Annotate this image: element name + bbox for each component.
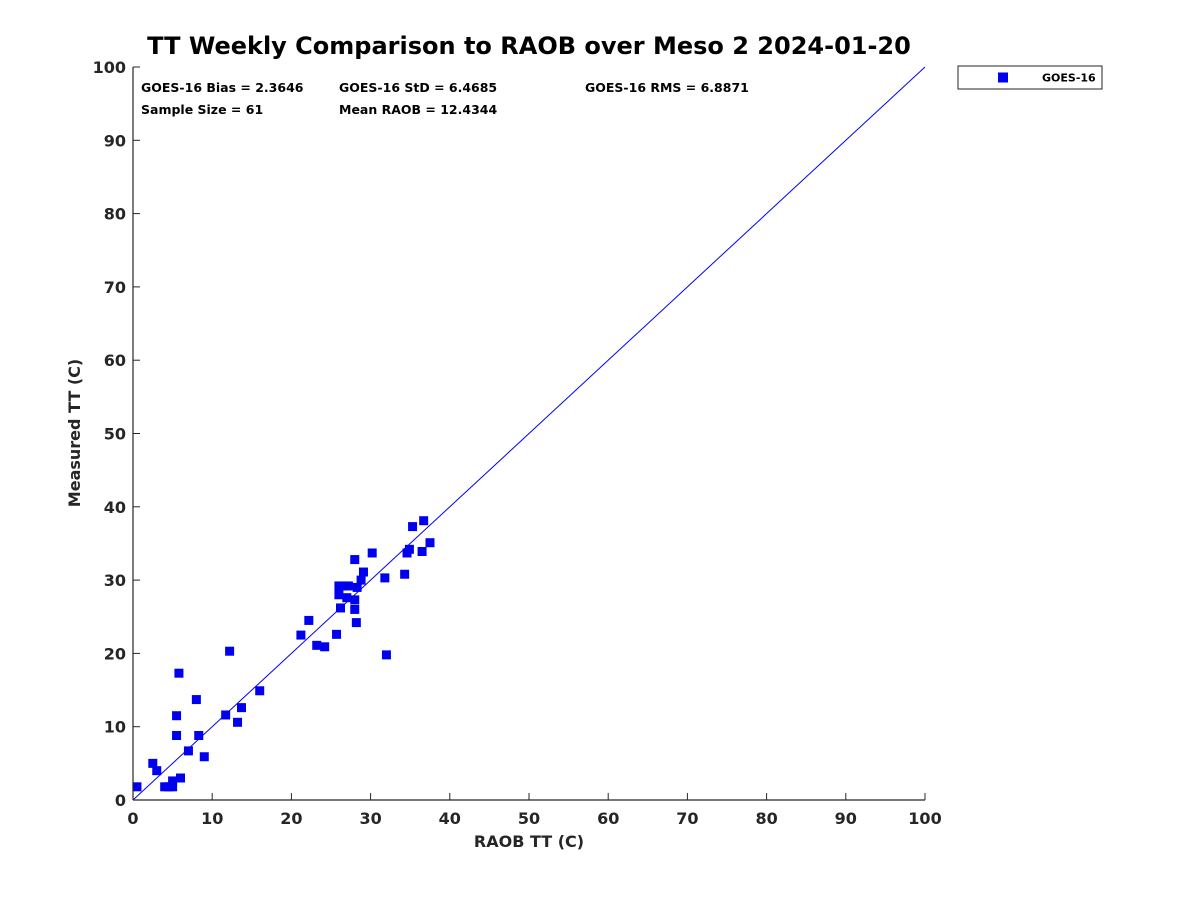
stat-rms: GOES-16 RMS = 6.8871	[585, 80, 749, 95]
x-tick-label: 40	[439, 809, 461, 828]
y-tick-label: 0	[115, 791, 126, 810]
data-points	[132, 516, 435, 792]
data-point	[381, 650, 391, 660]
data-point	[350, 555, 360, 565]
x-tick-label: 50	[518, 809, 540, 828]
data-point	[404, 544, 414, 554]
data-point	[351, 618, 361, 628]
data-point	[191, 695, 201, 705]
y-tick-label: 40	[104, 498, 126, 517]
data-point	[312, 640, 322, 650]
y-tick-label: 10	[104, 718, 126, 737]
legend-box	[957, 65, 1103, 90]
stat-std: GOES-16 StD = 6.4685	[339, 80, 497, 95]
data-point	[419, 516, 429, 526]
data-point	[194, 730, 204, 740]
legend: GOES-16	[957, 65, 1103, 90]
data-point	[304, 615, 314, 625]
data-point	[237, 703, 247, 713]
data-point	[172, 730, 182, 740]
one-to-one-reference-line	[132, 66, 926, 801]
plot-area: 0 10 20 30 40 50 60 70 80 90 100 0 10 20 30 40 50 60 70 80…	[93, 58, 942, 828]
data-point	[233, 717, 243, 727]
data-point	[425, 538, 435, 548]
x-tick-label: 0	[127, 809, 138, 828]
legend-marker-square	[998, 72, 1008, 83]
y-tick-label: 70	[104, 278, 126, 297]
x-tick-label: 80	[755, 809, 777, 828]
data-point	[408, 522, 418, 532]
data-point	[225, 646, 235, 656]
data-point	[132, 782, 142, 792]
x-tick-label: 70	[676, 809, 698, 828]
y-tick-label: 30	[104, 571, 126, 590]
data-point	[148, 758, 158, 768]
data-point	[320, 642, 330, 652]
data-point	[255, 686, 265, 696]
x-axis-label: RAOB TT (C)	[474, 832, 584, 851]
y-tick-label: 90	[104, 131, 126, 150]
data-point	[183, 746, 193, 756]
legend-label: GOES-16	[1042, 72, 1096, 85]
data-point	[336, 603, 346, 613]
data-point	[400, 569, 410, 579]
x-tick-label: 90	[835, 809, 857, 828]
x-tick-label: 10	[201, 809, 223, 828]
data-point	[296, 630, 306, 640]
stat-mean-raob: Mean RAOB = 12.4344	[339, 102, 497, 117]
y-tick-label: 60	[104, 351, 126, 370]
data-point	[152, 766, 162, 776]
data-point	[174, 668, 184, 678]
stat-sample-size: Sample Size = 61	[141, 102, 263, 117]
x-tick-label: 100	[908, 809, 941, 828]
y-tick-label: 50	[104, 425, 126, 444]
stat-bias: GOES-16 Bias = 2.3646	[141, 80, 304, 95]
y-tick-label: 100	[93, 58, 126, 77]
data-point	[342, 593, 352, 603]
data-point	[350, 604, 360, 614]
x-tick-label: 20	[280, 809, 302, 828]
y-axis-ticks: 0 10 20 30 40 50 60 70 80 90 100	[93, 58, 140, 810]
data-point	[168, 782, 178, 792]
x-tick-label: 30	[359, 809, 381, 828]
data-point	[172, 711, 182, 721]
stats-annotations: GOES-16 Bias = 2.3646 GOES-16 StD = 6.46…	[141, 80, 749, 117]
data-point	[350, 595, 360, 605]
x-axis-ticks: 0 10 20 30 40 50 60 70 80 90 100	[127, 793, 942, 828]
data-point	[380, 573, 390, 583]
data-point	[221, 710, 231, 720]
data-point	[176, 773, 186, 783]
x-tick-label: 60	[597, 809, 619, 828]
data-point	[356, 575, 366, 585]
data-point	[417, 547, 427, 557]
y-tick-label: 20	[104, 644, 126, 663]
data-point	[168, 776, 178, 786]
data-point	[358, 567, 368, 577]
data-point	[352, 582, 362, 592]
chart-title: TT Weekly Comparison to RAOB over Meso 2…	[147, 32, 911, 60]
data-point	[199, 752, 209, 762]
data-point	[332, 629, 342, 639]
y-axis-label: Measured TT (C)	[65, 359, 84, 507]
data-point	[343, 581, 353, 591]
data-point	[367, 548, 377, 558]
data-point	[334, 590, 344, 600]
data-point	[334, 581, 344, 591]
y-tick-label: 80	[104, 205, 126, 224]
